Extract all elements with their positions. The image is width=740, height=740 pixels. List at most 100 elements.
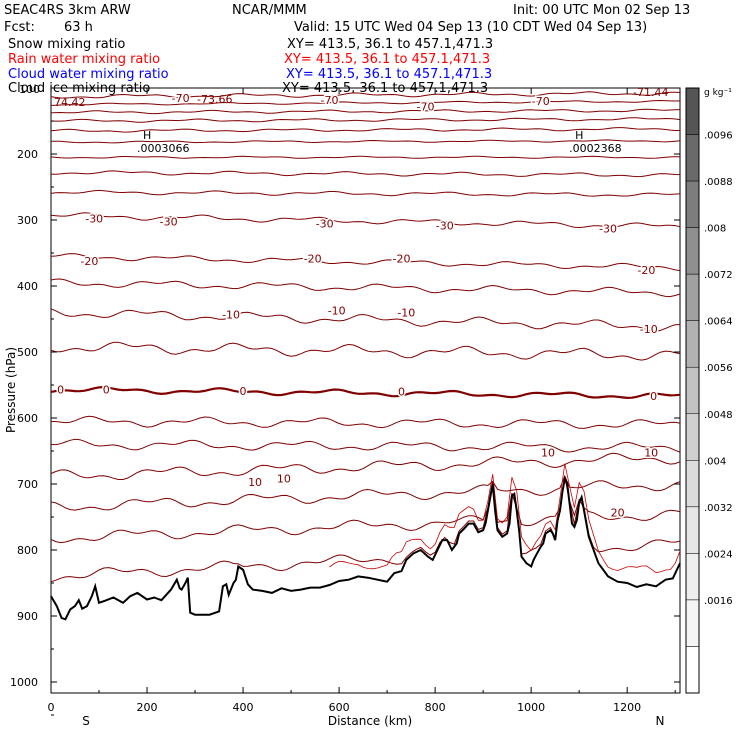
isotherm-line: [50, 476, 681, 544]
contour-label: 10: [277, 473, 291, 486]
colorbar-unit-label: g kg⁻¹: [704, 88, 732, 98]
colorbar-tick-label: .0024: [704, 549, 733, 560]
extremum-marker: H: [143, 129, 151, 142]
colorbar-swatch: [685, 460, 700, 508]
contour-label: -20: [637, 264, 655, 277]
y-axis-label: Pressure (hPa): [4, 347, 18, 433]
colorbar-swatch: [685, 227, 700, 275]
isotherm-line: [50, 170, 681, 178]
isotherm-line: [50, 212, 681, 229]
valid-time: Valid: 15 UTC Wed 04 Sep 13 (10 CDT Wed …: [294, 20, 648, 35]
colorbar-tick-label: .004: [704, 456, 726, 467]
contour-label: 10: [248, 476, 262, 489]
x-tick-label: 400: [233, 701, 254, 714]
extremum-marker: H: [575, 129, 583, 142]
x-tick-label: 1000: [517, 701, 545, 714]
rain-water-line: [329, 463, 681, 574]
terrain-profile: [50, 475, 681, 621]
colorbar-tick-label: .0032: [704, 503, 733, 514]
contour-label: -20: [80, 255, 98, 268]
contour-label: 0: [650, 390, 657, 403]
field-cloud-water-name: Cloud water mixing ratio: [8, 67, 169, 82]
y-tick-label: 1000: [10, 676, 38, 689]
south-label: S: [82, 714, 90, 728]
isotherm-line: [50, 438, 681, 453]
isotherm-line: [50, 117, 681, 123]
contour-label: 10: [541, 446, 555, 459]
colorbar-swatch: [685, 366, 700, 415]
isotherm-line: [50, 108, 681, 115]
y-tick-label: 200: [17, 148, 38, 161]
y-tick-label: 300: [17, 214, 38, 227]
isotherm-line: [50, 127, 680, 133]
terrain-line: [50, 475, 681, 621]
y-tick-label: 800: [17, 544, 38, 557]
colorbar-tick-label: .0096: [704, 131, 733, 142]
contour-label: 0: [57, 384, 64, 397]
colorbar-swatch: [685, 599, 700, 647]
colorbar-swatch: [685, 87, 700, 135]
contour-label: -10: [222, 308, 240, 321]
colorbar-swatch: [685, 646, 700, 694]
contour-label: -30: [316, 217, 334, 230]
isotherm-line: [50, 278, 681, 298]
contour-label: -30: [160, 215, 178, 228]
contour-label: -20: [393, 252, 411, 265]
contour-label: -70: [417, 100, 435, 113]
contour-label: -70: [532, 95, 550, 108]
contour-labels: -70 -70 -70 -70 -30 -30 -30 -30 -30 -20 -20 -20 -20 -…: [54, 86, 668, 521]
extremum-value: .0003066: [137, 142, 190, 155]
fcst-label: Fcst:: [4, 20, 35, 35]
contour-label: -70: [172, 92, 190, 105]
contour-label: -10: [397, 306, 415, 319]
temperature-contours: [50, 91, 681, 583]
org-label: NCAR/MMM: [232, 3, 307, 18]
contour-label: 10: [644, 446, 658, 459]
isotherm-line: [51, 415, 681, 429]
colorbar-swatch: [685, 413, 700, 461]
colorbar-tick-label: .0064: [704, 317, 733, 328]
contour-label: 0: [240, 385, 247, 398]
field-snow-xy: XY= 413.5, 36.1 to 457.1,471.3: [287, 37, 494, 52]
y-tick-label: 900: [17, 610, 38, 623]
isotherm-line: [50, 253, 681, 272]
contour-label: -30: [599, 223, 617, 236]
field-snow-name: Snow mixing ratio: [8, 37, 126, 52]
y-tick-label: 700: [17, 478, 38, 491]
model-name: SEAC4RS 3km ARW: [4, 3, 131, 18]
field-rain-xy: XY= 413.5, 36.1 to 457.1,471.3: [284, 52, 491, 67]
isotherm-line: [50, 91, 681, 99]
isotherm-line: [50, 476, 681, 583]
colorbar: .0096 .0088 .008 .0072 .0064 .0056 .0048 .004 .0…: [685, 87, 733, 694]
colorbar-swatch: [685, 180, 700, 228]
colorbar-frame: [685, 87, 700, 694]
contour-label: -10: [328, 304, 346, 317]
x-tick-label: 0: [48, 701, 55, 714]
north-label: N: [656, 714, 665, 728]
y-tick-label: 400: [17, 280, 38, 293]
fcst-value: 63 h: [64, 20, 93, 35]
isotherm-line: [50, 474, 681, 511]
y-tick-label-top: 100: [19, 83, 40, 96]
colorbar-tick-label: .0056: [704, 363, 733, 374]
colorbar-tick-label: .0016: [704, 596, 733, 607]
contour-label: 0: [398, 386, 405, 399]
x-tick-label: 600: [329, 701, 350, 714]
field-rain-name: Rain water mixing ratio: [8, 52, 161, 67]
contour-label: -70: [321, 94, 339, 107]
contour-label: -30: [85, 213, 103, 226]
x-tick-label: 1200: [613, 701, 641, 714]
colorbar-tick-label: .0088: [704, 177, 733, 188]
isotherm-line: [50, 99, 681, 106]
colorbar-tick-label: .0072: [704, 270, 733, 281]
colorbar-tick-label: .0048: [704, 410, 733, 421]
isotherm-line: [50, 308, 681, 332]
contour-label: -30: [436, 219, 454, 232]
colorbar-tick-label: .008: [704, 224, 726, 235]
field-cloud-water-xy: XY= 413.5, 36.1 to 457.1,471.3: [286, 67, 493, 82]
corner-label-top-mid: -73.66: [197, 93, 232, 106]
colorbar-swatch: [685, 134, 700, 182]
colorbar-swatch: [685, 273, 700, 321]
